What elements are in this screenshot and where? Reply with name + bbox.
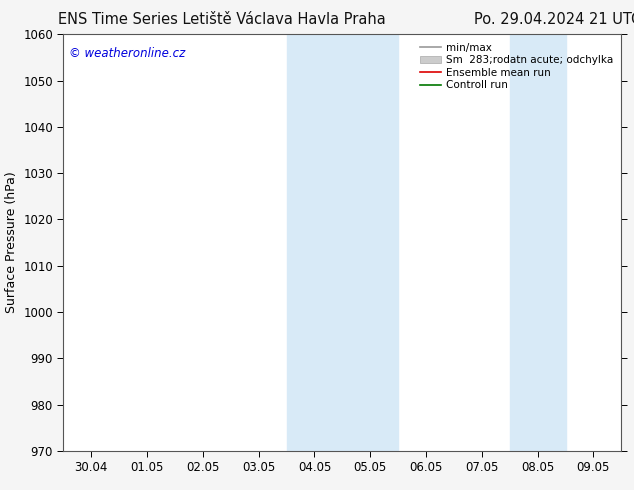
Legend: min/max, Sm  283;rodatn acute; odchylka, Ensemble mean run, Controll run: min/max, Sm 283;rodatn acute; odchylka, … [417, 40, 616, 94]
Y-axis label: Surface Pressure (hPa): Surface Pressure (hPa) [4, 172, 18, 314]
Text: Po. 29.04.2024 21 UTC: Po. 29.04.2024 21 UTC [474, 12, 634, 27]
Bar [510, 34, 566, 451]
Bar [287, 34, 398, 451]
Text: ENS Time Series Letiště Václava Havla Praha: ENS Time Series Letiště Václava Havla Pr… [58, 12, 385, 27]
Text: © weatheronline.cz: © weatheronline.cz [69, 47, 185, 60]
